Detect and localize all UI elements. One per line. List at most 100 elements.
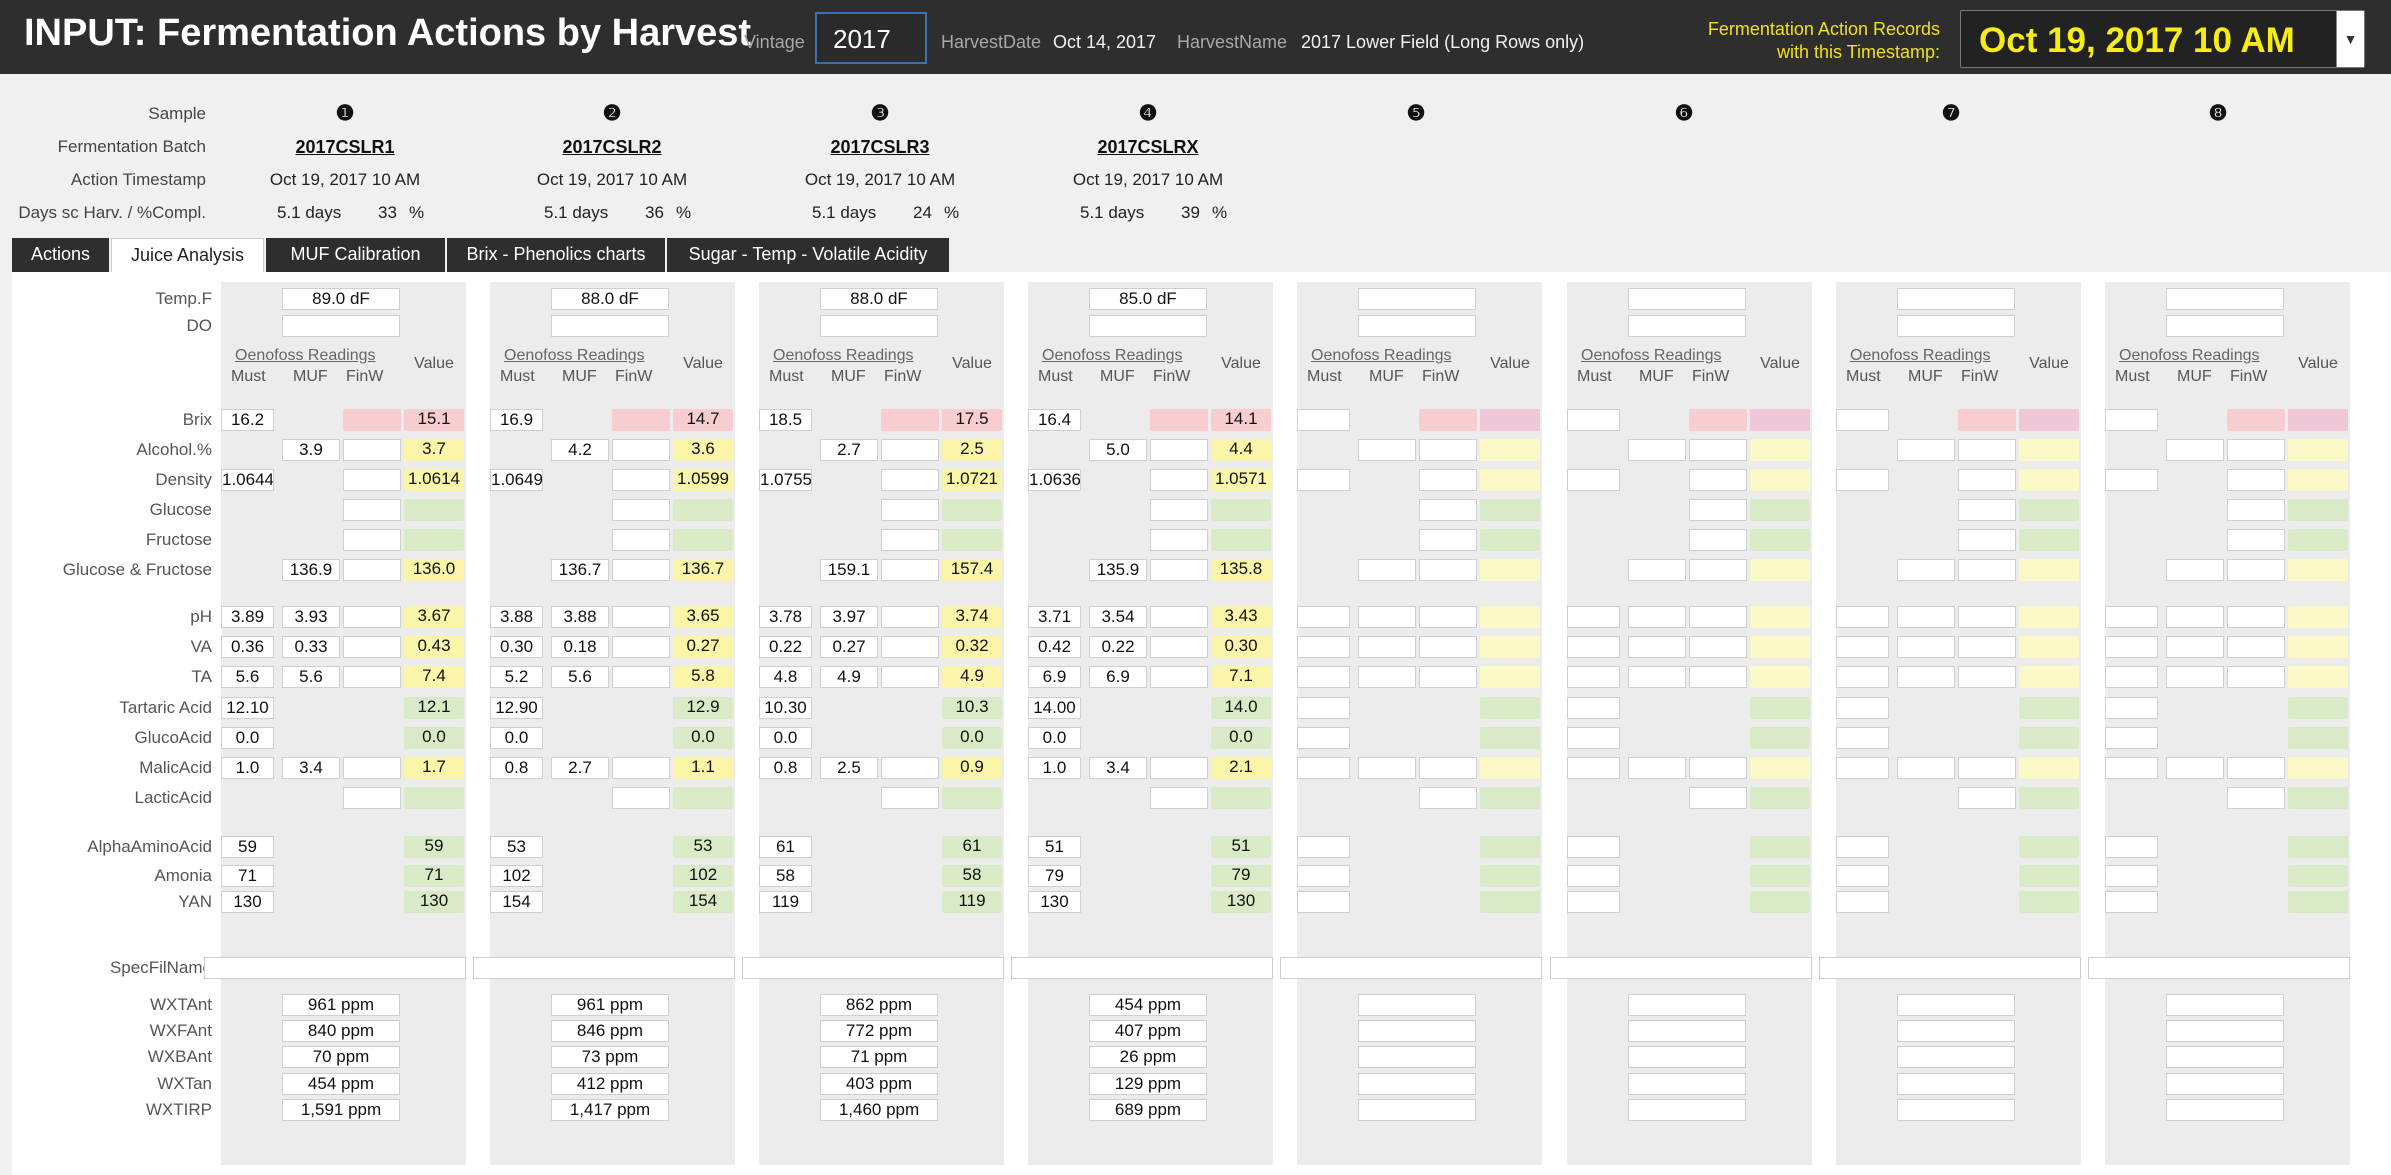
density-must-field[interactable] [1567, 469, 1620, 491]
va-finw-field[interactable] [1689, 636, 1747, 658]
brix-must-field[interactable]: 18.5 [759, 409, 812, 431]
wxtant-field[interactable]: 961 ppm [282, 994, 400, 1016]
wxtan-field[interactable]: 454 ppm [282, 1073, 400, 1095]
alcohol-muf-field[interactable]: 5.0 [1089, 439, 1147, 461]
ph-finw-field[interactable] [343, 606, 401, 628]
glufru-muf-field[interactable]: 159.1 [820, 559, 878, 581]
glufru-muf-field[interactable]: 136.7 [551, 559, 609, 581]
glufru-finw-field[interactable] [1150, 559, 1208, 581]
wxtirp-field[interactable]: 1,460 ppm [820, 1099, 938, 1121]
yan-must-field[interactable] [1836, 891, 1889, 913]
temp-input[interactable] [1897, 288, 2015, 310]
malic-finw-field[interactable] [343, 757, 401, 779]
ph-finw-field[interactable] [881, 606, 939, 628]
malic-finw-field[interactable] [1958, 757, 2016, 779]
malic-finw-field[interactable] [612, 757, 670, 779]
gluco-must-field[interactable] [2105, 727, 2158, 749]
wxtan-field[interactable] [1628, 1073, 1746, 1095]
wxtirp-field[interactable]: 1,591 ppm [282, 1099, 400, 1121]
va-muf-field[interactable]: 0.27 [820, 636, 878, 658]
wxfant-field[interactable] [1358, 1020, 1476, 1042]
alpha-must-field[interactable]: 51 [1028, 836, 1081, 858]
glufru-muf-field[interactable]: 136.9 [282, 559, 340, 581]
glufru-muf-field[interactable] [2166, 559, 2224, 581]
alpha-must-field[interactable] [2105, 836, 2158, 858]
malic-finw-field[interactable] [1150, 757, 1208, 779]
brix-finw-field[interactable] [881, 409, 939, 431]
temp-input[interactable]: 88.0 dF [551, 288, 669, 310]
wxfant-field[interactable]: 407 ppm [1089, 1020, 1207, 1042]
yan-must-field[interactable] [1567, 891, 1620, 913]
malic-muf-field[interactable]: 2.5 [820, 757, 878, 779]
wxtirp-field[interactable] [1628, 1099, 1746, 1121]
ph-must-field[interactable] [2105, 606, 2158, 628]
gluco-must-field[interactable]: 0.0 [1028, 727, 1081, 749]
vintage-input[interactable]: 2017 [815, 12, 927, 64]
ph-must-field[interactable]: 3.88 [490, 606, 543, 628]
brix-finw-field[interactable] [1419, 409, 1477, 431]
ph-finw-field[interactable] [1958, 606, 2016, 628]
temp-input[interactable]: 88.0 dF [820, 288, 938, 310]
ph-must-field[interactable]: 3.78 [759, 606, 812, 628]
malic-must-field[interactable]: 1.0 [221, 757, 274, 779]
ta-finw-field[interactable] [1150, 666, 1208, 688]
ph-finw-field[interactable] [1150, 606, 1208, 628]
wxbant-field[interactable] [1897, 1046, 2015, 1068]
alcohol-finw-field[interactable] [1958, 439, 2016, 461]
alpha-must-field[interactable]: 59 [221, 836, 274, 858]
alcohol-finw-field[interactable] [881, 439, 939, 461]
ta-must-field[interactable]: 5.2 [490, 666, 543, 688]
glufru-finw-field[interactable] [1689, 559, 1747, 581]
yan-must-field[interactable] [1297, 891, 1350, 913]
alcohol-muf-field[interactable]: 2.7 [820, 439, 878, 461]
lactic-finw-field[interactable] [1958, 787, 2016, 809]
temp-input[interactable] [2166, 288, 2284, 310]
va-muf-field[interactable]: 0.33 [282, 636, 340, 658]
glufru-muf-field[interactable] [1358, 559, 1416, 581]
glufru-muf-field[interactable] [1628, 559, 1686, 581]
tab-sugar-temp-volatile-acidity[interactable]: Sugar - Temp - Volatile Acidity [667, 238, 949, 272]
tab-actions[interactable]: Actions [12, 238, 109, 272]
ta-must-field[interactable] [1836, 666, 1889, 688]
wxtan-field[interactable]: 129 ppm [1089, 1073, 1207, 1095]
malic-finw-field[interactable] [1419, 757, 1477, 779]
alcohol-muf-field[interactable] [1358, 439, 1416, 461]
do-input[interactable] [1628, 315, 1746, 337]
va-must-field[interactable]: 0.22 [759, 636, 812, 658]
density-must-field[interactable] [1297, 469, 1350, 491]
wxtan-field[interactable] [1358, 1073, 1476, 1095]
brix-finw-field[interactable] [1689, 409, 1747, 431]
ph-muf-field[interactable]: 3.54 [1089, 606, 1147, 628]
va-must-field[interactable] [1836, 636, 1889, 658]
lactic-finw-field[interactable] [1689, 787, 1747, 809]
va-muf-field[interactable] [1897, 636, 1955, 658]
ta-must-field[interactable]: 5.6 [221, 666, 274, 688]
brix-must-field[interactable] [1297, 409, 1350, 431]
density-must-field[interactable]: 1.0644 [221, 469, 274, 491]
brix-must-field[interactable]: 16.9 [490, 409, 543, 431]
ta-must-field[interactable] [1297, 666, 1350, 688]
glufru-finw-field[interactable] [1419, 559, 1477, 581]
ta-must-field[interactable]: 4.8 [759, 666, 812, 688]
alcohol-muf-field[interactable]: 3.9 [282, 439, 340, 461]
wxtan-field[interactable]: 403 ppm [820, 1073, 938, 1095]
wxbant-field[interactable] [1358, 1046, 1476, 1068]
wxtant-field[interactable]: 862 ppm [820, 994, 938, 1016]
density-must-field[interactable] [1836, 469, 1889, 491]
chevron-down-icon[interactable]: ▼ [2336, 11, 2364, 67]
lactic-finw-field[interactable] [2227, 787, 2285, 809]
wxfant-field[interactable]: 846 ppm [551, 1020, 669, 1042]
fructose-finw-field[interactable] [2227, 529, 2285, 551]
glucose-finw-field[interactable] [881, 499, 939, 521]
density-finw-field[interactable] [1150, 469, 1208, 491]
va-must-field[interactable]: 0.42 [1028, 636, 1081, 658]
wxbant-field[interactable] [1628, 1046, 1746, 1068]
glufru-finw-field[interactable] [2227, 559, 2285, 581]
wxfant-field[interactable] [1897, 1020, 2015, 1042]
ph-must-field[interactable] [1297, 606, 1350, 628]
density-finw-field[interactable] [343, 469, 401, 491]
density-must-field[interactable]: 1.0755 [759, 469, 812, 491]
wxtan-field[interactable] [2166, 1073, 2284, 1095]
wxtirp-field[interactable] [2166, 1099, 2284, 1121]
ph-finw-field[interactable] [1419, 606, 1477, 628]
